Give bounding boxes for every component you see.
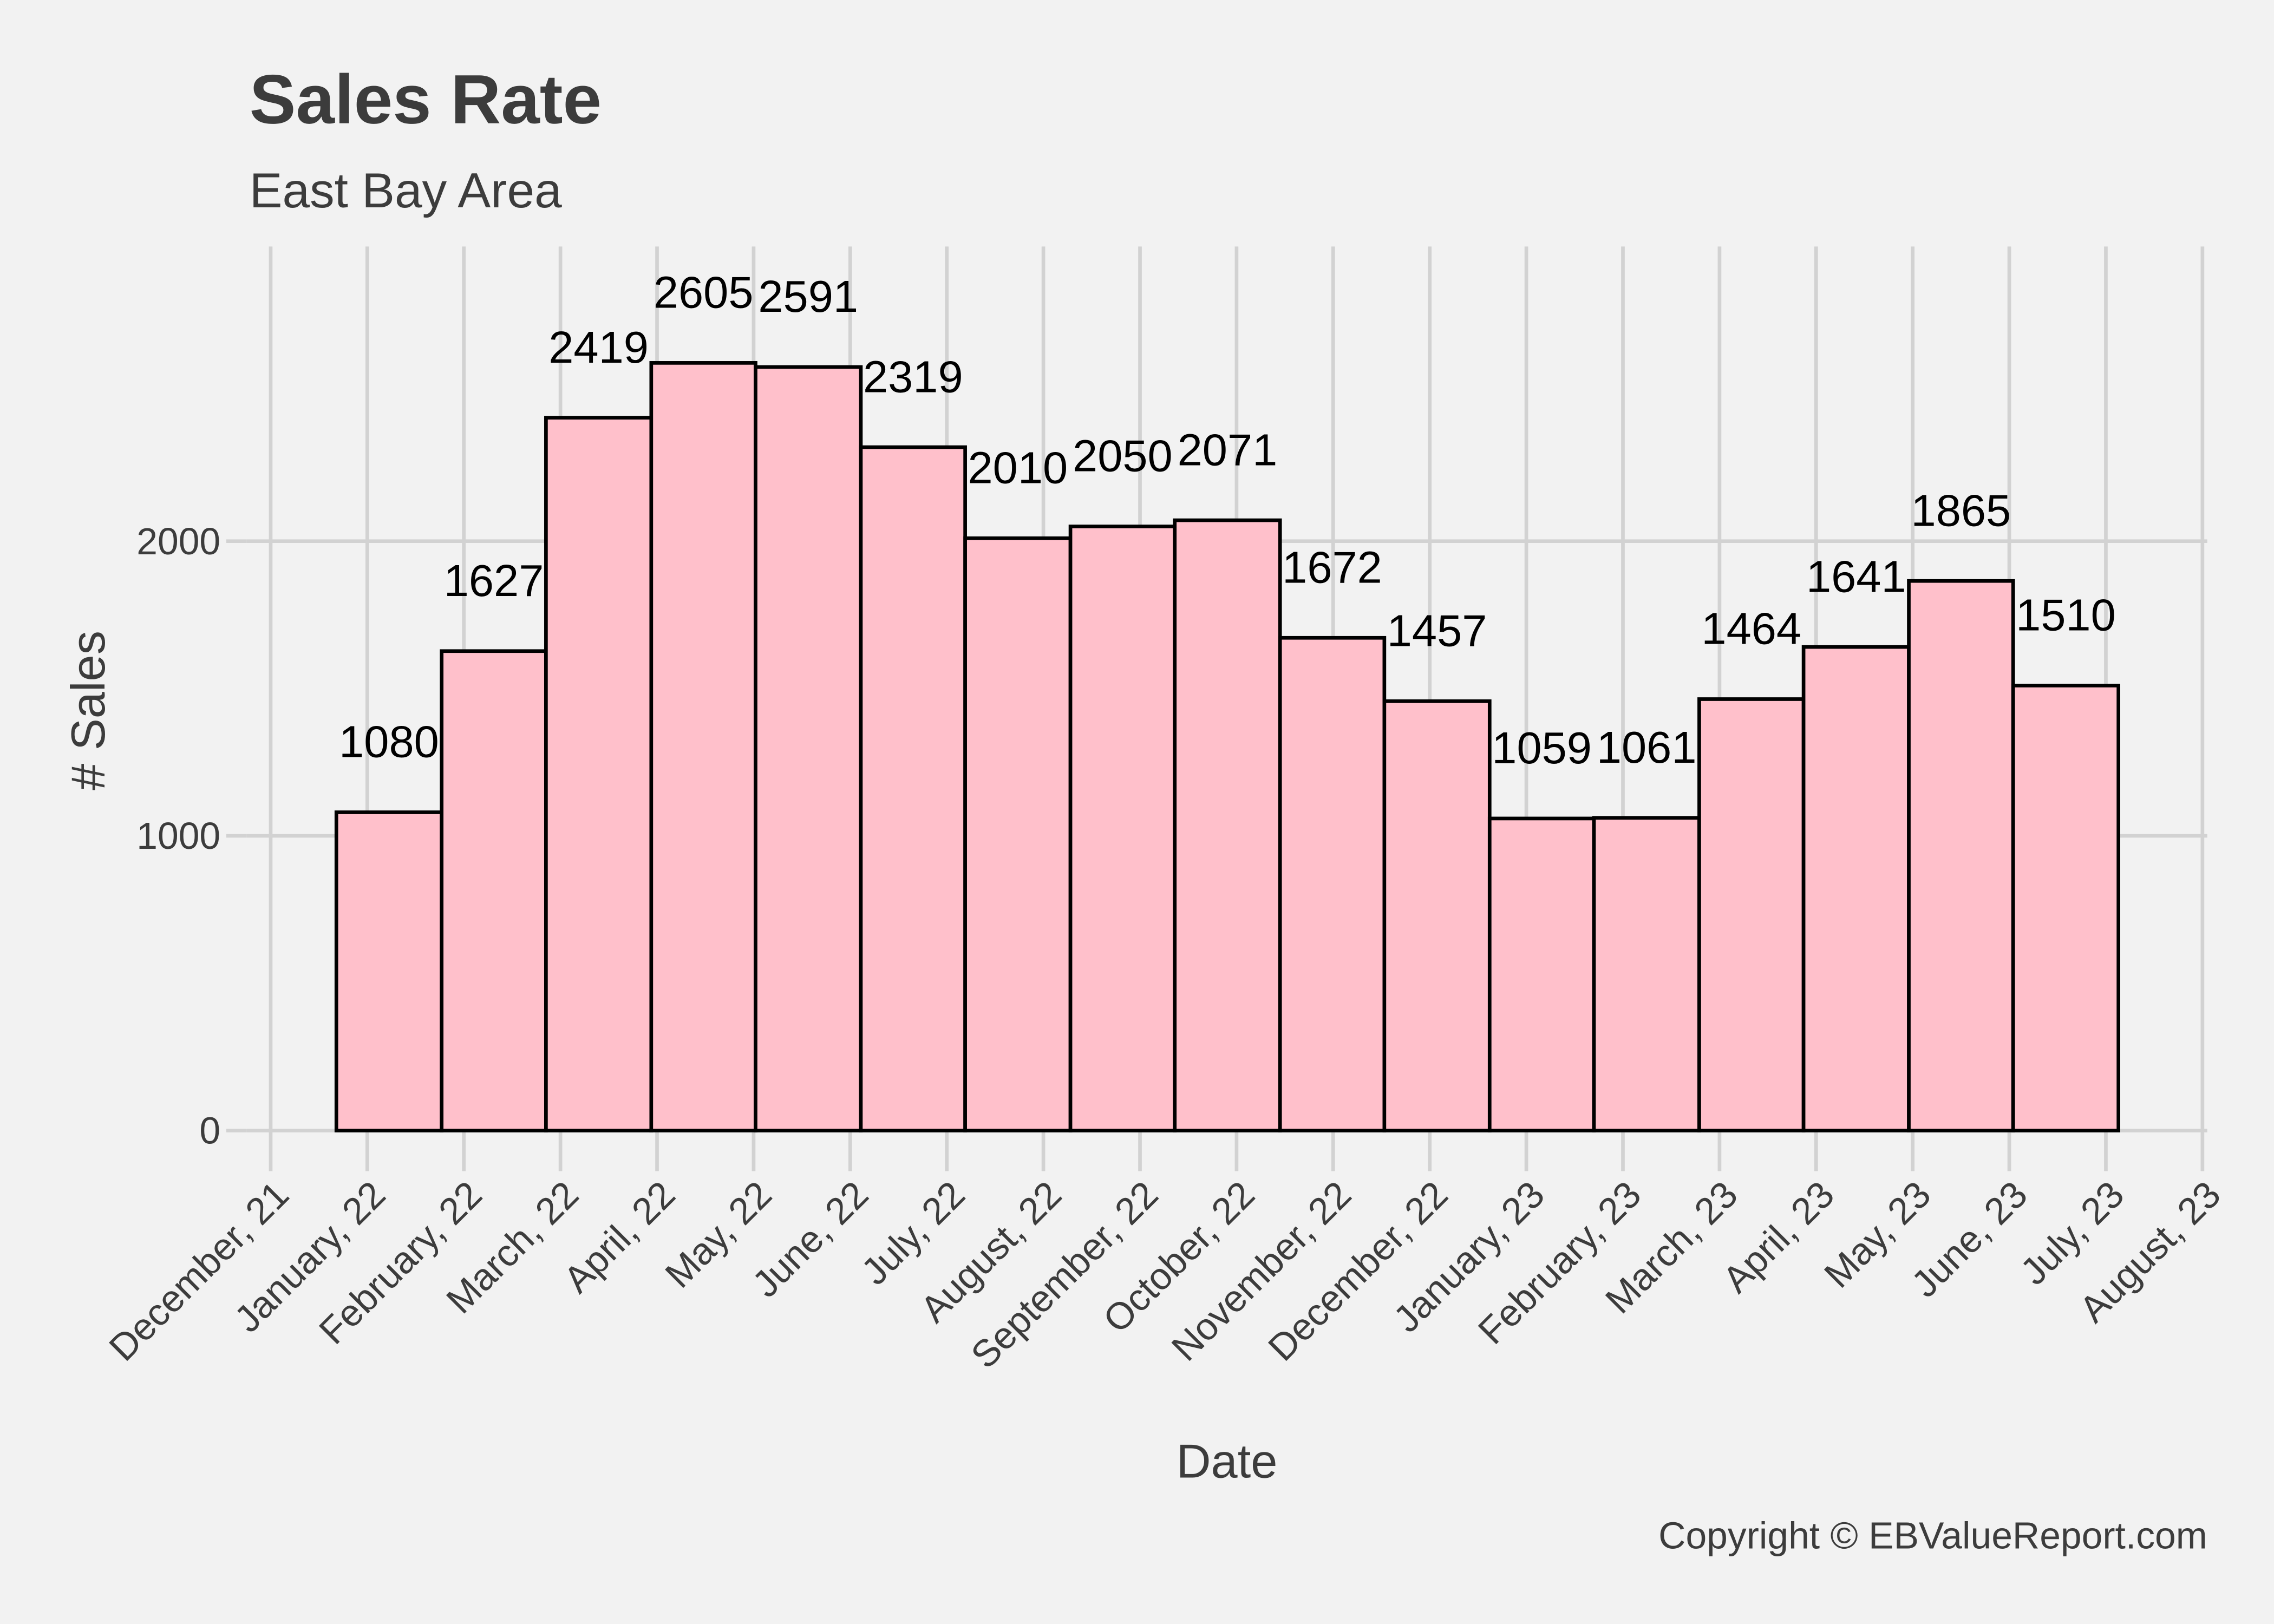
bar bbox=[1592, 816, 1701, 1132]
bar bbox=[754, 365, 863, 1132]
value-label: 1080 bbox=[339, 717, 439, 767]
value-label: 1641 bbox=[1806, 551, 1906, 601]
y-tick-label: 2000 bbox=[136, 520, 220, 562]
bar bbox=[1068, 525, 1177, 1132]
value-label: 1457 bbox=[1387, 606, 1487, 656]
y-axis-title: # Sales bbox=[61, 631, 115, 790]
bar bbox=[334, 810, 444, 1132]
value-label: 2319 bbox=[863, 351, 963, 402]
bar bbox=[1278, 636, 1387, 1132]
chart-title: Sales Rate bbox=[250, 61, 602, 139]
value-label: 2071 bbox=[1178, 424, 1278, 475]
value-label: 2050 bbox=[1073, 431, 1173, 481]
chart-subtitle: East Bay Area bbox=[250, 163, 562, 218]
value-label: 1627 bbox=[444, 555, 544, 606]
bar bbox=[649, 361, 757, 1132]
bar bbox=[1487, 816, 1596, 1132]
bar bbox=[963, 536, 1073, 1132]
value-label: 2419 bbox=[548, 322, 649, 372]
bar bbox=[544, 416, 654, 1132]
value-label: 2605 bbox=[654, 267, 754, 318]
value-label: 1059 bbox=[1492, 723, 1592, 773]
y-tick-label: 0 bbox=[199, 1110, 220, 1152]
bar bbox=[1697, 697, 1806, 1132]
value-label: 1061 bbox=[1597, 722, 1697, 772]
bar bbox=[2011, 684, 2121, 1132]
value-label: 2591 bbox=[758, 271, 858, 322]
value-label: 1865 bbox=[1911, 485, 2011, 535]
bar bbox=[1382, 699, 1492, 1132]
bar bbox=[440, 649, 548, 1132]
x-axis-title: Date bbox=[1177, 1434, 1278, 1488]
y-tick-label: 1000 bbox=[136, 815, 220, 857]
value-label: 1464 bbox=[1701, 604, 1801, 654]
caption: Copyright © EBValueReport.com bbox=[1658, 1515, 2207, 1557]
value-label: 2010 bbox=[968, 442, 1068, 493]
bar bbox=[1801, 645, 1911, 1132]
bar bbox=[1907, 579, 2015, 1132]
value-label: 1672 bbox=[1282, 542, 1382, 592]
bar bbox=[1173, 518, 1282, 1132]
value-label: 1510 bbox=[2016, 590, 2116, 640]
bar bbox=[859, 445, 967, 1132]
